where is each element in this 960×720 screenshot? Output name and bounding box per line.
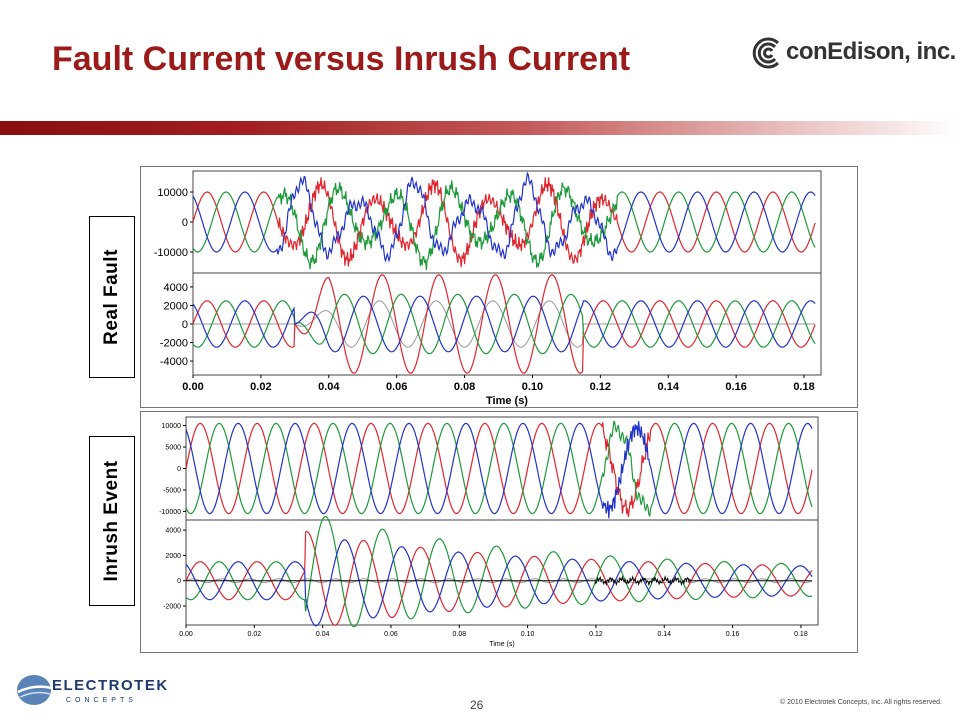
- conedison-swirl-icon: [752, 37, 780, 69]
- real-fault-xtick-label: 0.00: [182, 381, 203, 393]
- inrush-event-xtick-label: 0.06: [384, 631, 398, 638]
- inrush-event-ytick-label: -5000: [163, 487, 181, 494]
- copyright-notice: © 2010 Electrotek Concepts, Inc. All rig…: [780, 699, 942, 706]
- real-fault-xtick-label: 0.06: [386, 381, 407, 393]
- inrush-event-current-series-green: [185, 515, 813, 628]
- inrush-event-voltage-series-red: [185, 422, 813, 517]
- inrush-event-ytick-label: 0: [177, 466, 181, 473]
- real-fault-xtick-label: 0.18: [793, 381, 814, 393]
- real-fault-ytick-label: 0: [182, 319, 188, 331]
- real-fault-ytick-label: 10000: [157, 187, 188, 199]
- inrush-event-xtick-label: 0.08: [452, 631, 466, 638]
- inrush-event-ytick-label: -10000: [159, 509, 181, 516]
- inrush-event-current-series-black: [186, 574, 812, 587]
- real-fault-xtick-label: 0.14: [658, 381, 680, 393]
- inrush-event-current-series-red: [185, 530, 813, 626]
- inrush-event-ytick-label: 10000: [162, 423, 182, 430]
- inrush-event-voltage-series-blue: [185, 421, 813, 519]
- inrush-event-xtick-label: 0.14: [657, 631, 671, 638]
- inrush-event-chart-svg: 10000 5000 0 -5000 -10000 4000 2000 0 -2000 0.00 0…: [159, 416, 819, 648]
- label-inrush-event-text: Inrush Event: [101, 460, 122, 582]
- real-fault-voltage-series-red: [192, 177, 816, 268]
- inrush-event-plot-frame: [185, 416, 819, 626]
- electrotek-logo-subtext: CONCEPTS: [66, 697, 137, 704]
- conedison-logo-text: conEdison, inc.: [786, 38, 956, 65]
- real-fault-ytick-label: -2000: [160, 337, 188, 349]
- inrush-event-ytick-label: 5000: [165, 444, 181, 451]
- real-fault-xtick-label: 0.16: [725, 381, 746, 393]
- real-fault-voltage-series-blue: [192, 171, 816, 263]
- slide-title: Fault Current versus Inrush Current: [52, 40, 631, 78]
- inrush-event-xtick-label: 0.00: [179, 631, 193, 638]
- inrush-event-xtick-label: 0.04: [316, 631, 330, 638]
- real-fault-xtick-label: 0.08: [454, 381, 475, 393]
- real-fault-current-series-blue: [192, 295, 816, 353]
- real-fault-xtick-label: 0.12: [590, 381, 611, 393]
- inrush-event-ytick-label: 0: [177, 578, 181, 585]
- label-real-fault: Real Fault: [89, 216, 135, 378]
- real-fault-xtick-label: 0.10: [522, 381, 543, 393]
- real-fault-current-series-gray: [193, 300, 816, 348]
- inrush-event-chart: 10000 5000 0 -5000 -10000 4000 2000 0 -2000 0.00 0…: [140, 411, 858, 653]
- real-fault-xtick-label: 0.02: [250, 381, 271, 393]
- inrush-event-voltage-series-green: [185, 420, 813, 518]
- label-real-fault-text: Real Fault: [101, 249, 122, 345]
- electrotek-globe-icon: [17, 675, 53, 705]
- inrush-event-xtick-label: 0.16: [726, 631, 740, 638]
- real-fault-ytick-label: 2000: [164, 300, 188, 312]
- real-fault-chart: 10000 0 -10000 4000 2000 0 -2000 -4000 0.00 0.02 0…: [140, 166, 858, 408]
- inrush-event-xtick-label: 0.12: [589, 631, 603, 638]
- inrush-event-xaxis-label: Time (s): [489, 641, 514, 648]
- title-underline-bar: [0, 121, 960, 135]
- electrotek-logo: ELECTROTEK CONCEPTS: [14, 670, 174, 710]
- real-fault-ytick-label: -10000: [154, 247, 188, 259]
- real-fault-ytick-label: 4000: [164, 282, 188, 294]
- real-fault-chart-svg: 10000 0 -10000 4000 2000 0 -2000 -4000 0.00 0.02 0…: [154, 170, 822, 407]
- real-fault-xaxis-label: Time (s): [486, 395, 528, 407]
- inrush-event-ytick-label: 4000: [165, 528, 181, 535]
- inrush-event-xtick-label: 0.10: [521, 631, 535, 638]
- inrush-event-xtick-label: 0.02: [248, 631, 262, 638]
- real-fault-ytick-label: -4000: [160, 356, 188, 368]
- label-inrush-event: Inrush Event: [89, 436, 135, 606]
- page-number: 26: [470, 698, 484, 712]
- inrush-event-current-series-blue: [185, 539, 813, 627]
- inrush-event-ytick-label: -2000: [163, 603, 181, 610]
- conedison-logo: conEdison, inc.: [750, 36, 956, 70]
- real-fault-voltage-series-green: [192, 180, 816, 270]
- real-fault-current-series-red: [192, 274, 816, 374]
- real-fault-xtick-label: 0.04: [318, 381, 340, 393]
- inrush-event-xtick-label: 0.18: [794, 631, 808, 638]
- electrotek-logo-text: ELECTROTEK: [52, 677, 169, 694]
- real-fault-ytick-label: 0: [182, 217, 188, 229]
- inrush-event-ytick-label: 2000: [165, 553, 181, 560]
